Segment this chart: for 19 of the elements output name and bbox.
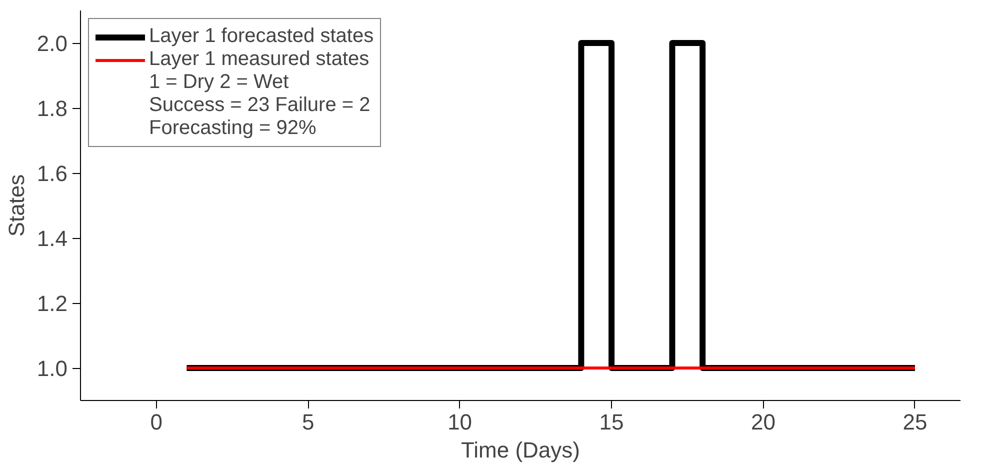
y-tick-label: 1.4 <box>36 226 68 251</box>
x-tick-label: 25 <box>902 410 928 434</box>
x-tick-label: 15 <box>599 410 624 434</box>
y-tick-label: 2.0 <box>36 31 68 56</box>
y-tick-label: 1.0 <box>36 356 68 381</box>
x-tick-label: 20 <box>751 410 776 434</box>
x-tick-label: 5 <box>302 410 314 434</box>
y-tick-label: 1.6 <box>36 161 68 186</box>
annotation: 1 = Dry 2 = Wet <box>149 71 289 94</box>
x-tick-label: 10 <box>448 410 472 434</box>
y-tick-label: 1.8 <box>36 96 68 121</box>
y-axis-title: States <box>4 174 29 237</box>
annotation: Success = 23 Failure = 2 <box>149 94 370 117</box>
x-axis-title: Time (Days) <box>461 438 580 462</box>
legend-label: Layer 1 measured states <box>149 48 370 71</box>
legend-label: Layer 1 forecasted states <box>149 25 374 48</box>
x-tick-label: 0 <box>150 410 162 434</box>
annotation: Forecasting = 92% <box>149 117 316 140</box>
y-tick-label: 1.2 <box>36 291 68 316</box>
